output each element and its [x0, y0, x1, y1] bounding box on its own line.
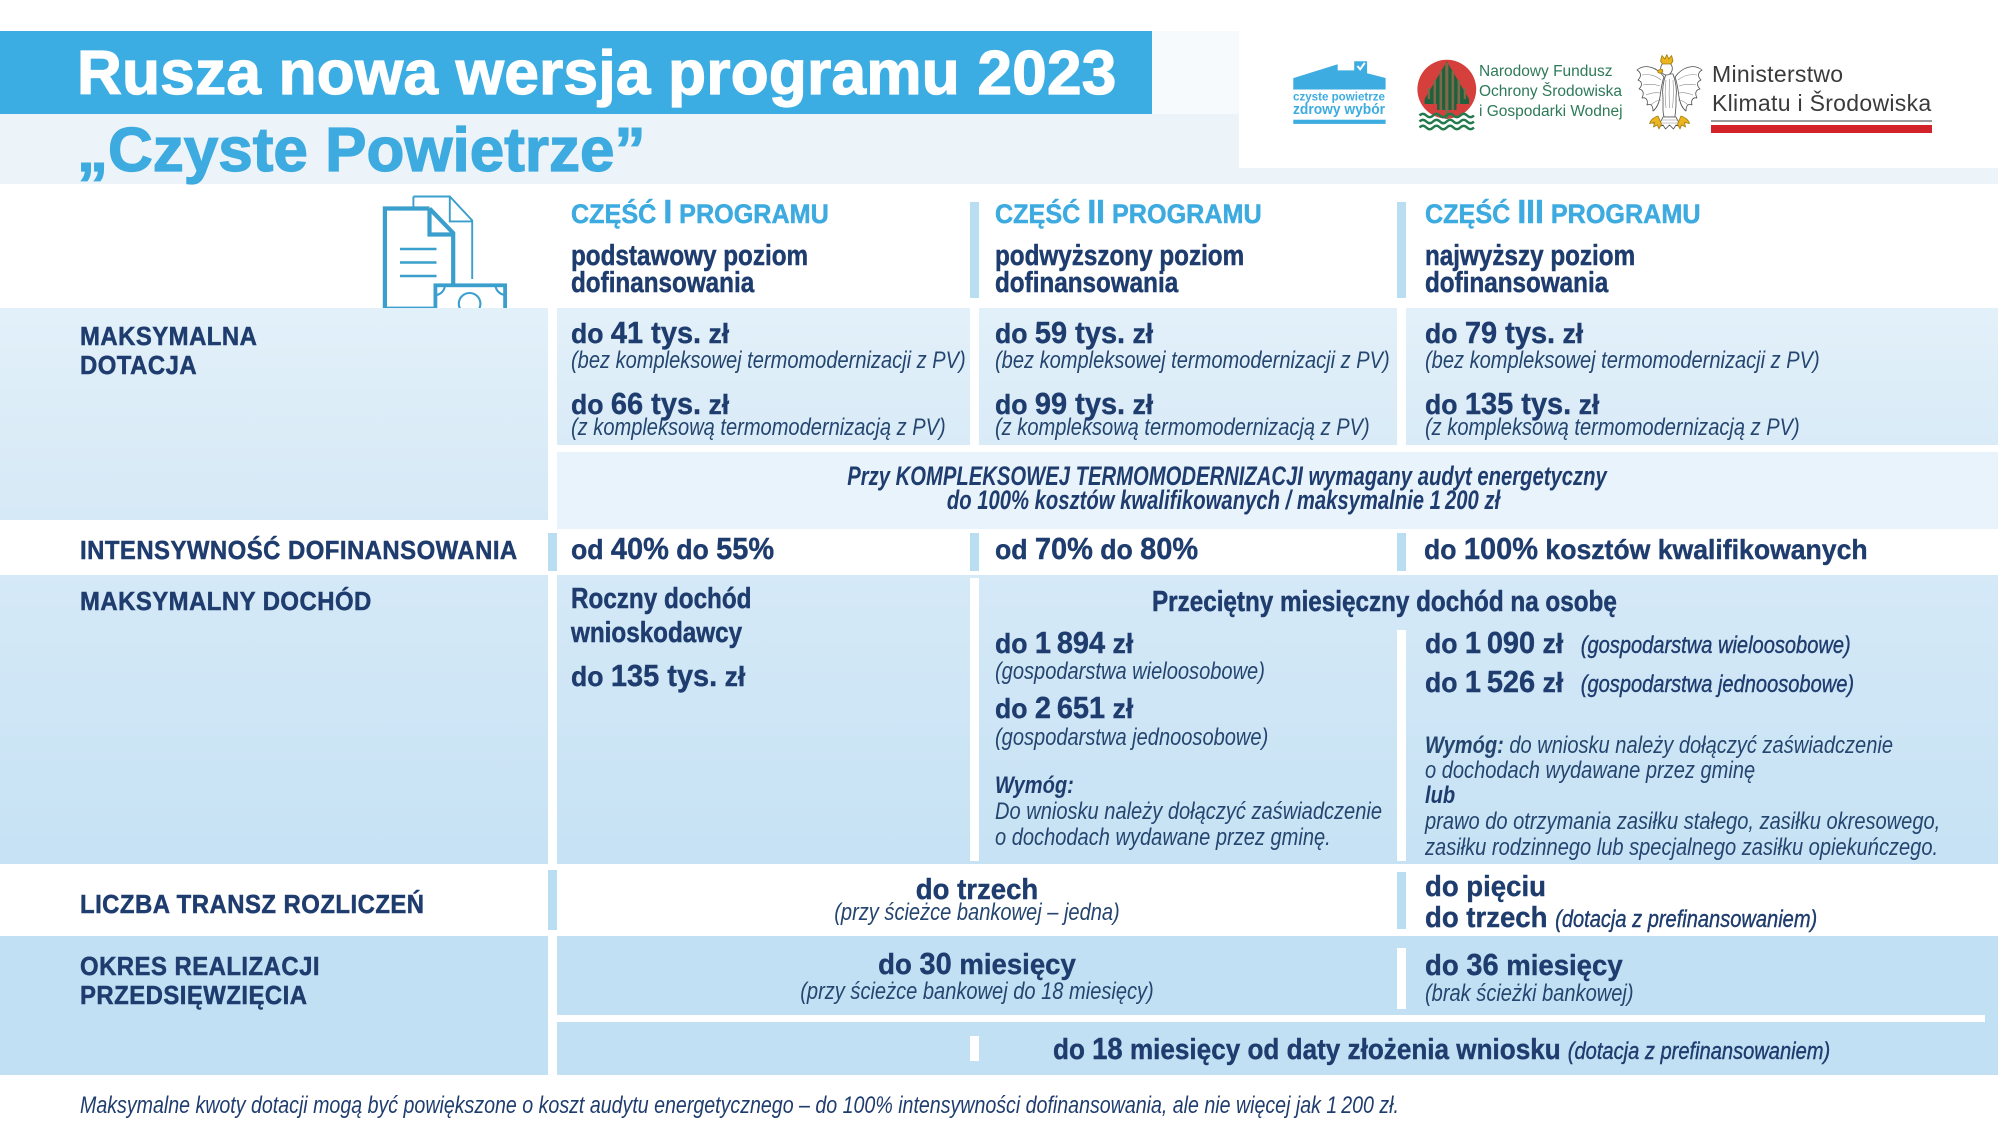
svg-text:zdrowy wybór: zdrowy wybór [1293, 101, 1385, 118]
svg-text:czyste powietrze: czyste powietrze [1293, 90, 1385, 104]
